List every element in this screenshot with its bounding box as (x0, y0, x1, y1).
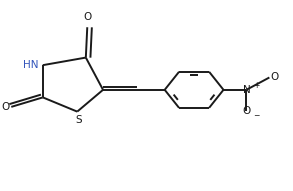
Text: S: S (75, 115, 82, 125)
Text: O: O (271, 73, 279, 83)
Text: HN: HN (23, 60, 38, 70)
Text: O: O (242, 106, 251, 116)
Text: O: O (1, 102, 10, 112)
Text: N: N (243, 85, 250, 95)
Text: −: − (254, 111, 260, 120)
Text: +: + (253, 81, 259, 90)
Text: O: O (83, 12, 91, 23)
